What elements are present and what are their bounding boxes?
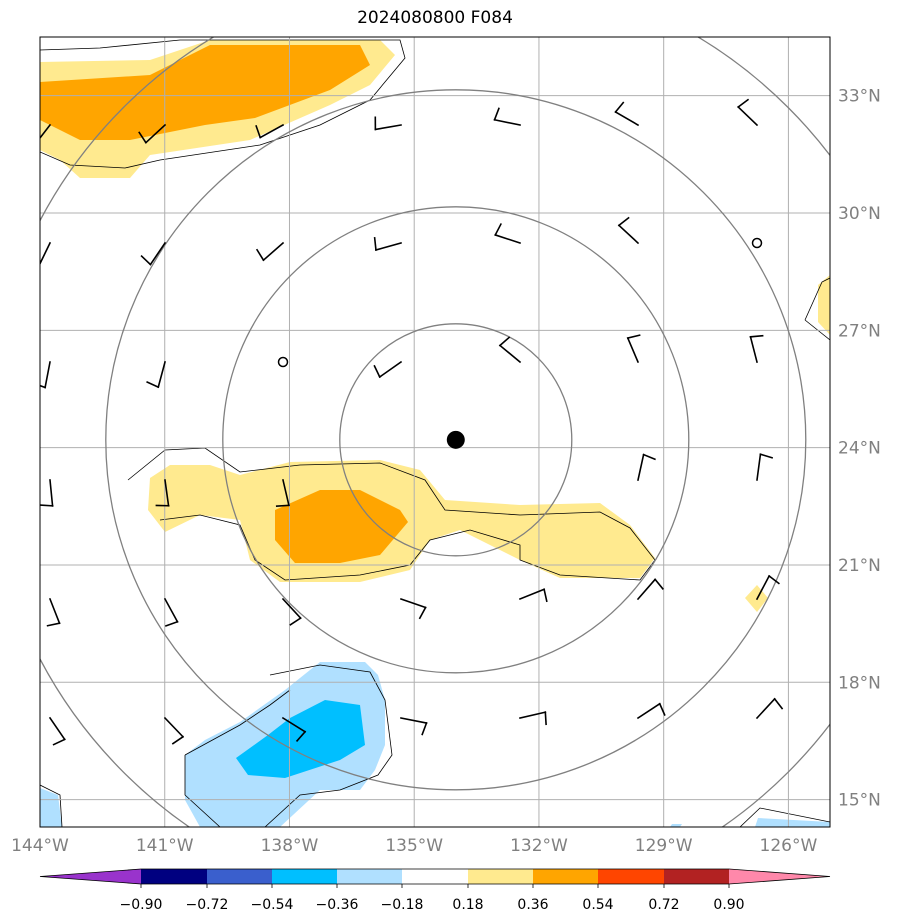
storm-center-marker	[446, 430, 465, 449]
wind-barb	[374, 116, 402, 131]
wind-barb	[737, 98, 759, 127]
longitude-label: 135°W	[385, 836, 443, 856]
colorbar-tick-label: −0.18	[381, 897, 424, 913]
positive-anomaly-east	[818, 275, 830, 335]
colorbar-segment	[598, 869, 664, 884]
wind-barb	[48, 716, 66, 746]
colorbar-segment	[402, 869, 468, 884]
wind-barb	[281, 716, 307, 742]
wind-barb	[399, 597, 427, 620]
negative-anomaly-sw	[40, 788, 62, 827]
wind-barb	[637, 453, 656, 481]
colorbar-segment	[468, 869, 533, 884]
wind-barb	[617, 216, 640, 245]
wind-barb	[373, 360, 403, 379]
positive-anomaly-strong	[40, 45, 370, 140]
longitude-label: 129°W	[635, 836, 693, 856]
wind-barb	[373, 236, 402, 251]
negative-anomaly-se	[755, 818, 830, 827]
colorbar-tick-label: 0.72	[648, 897, 679, 913]
wind-barb	[46, 597, 61, 627]
latitude-label: 30°N	[838, 204, 881, 224]
wind-barb	[755, 697, 784, 720]
wind-barb	[163, 597, 179, 627]
longitude-label: 144°W	[11, 836, 69, 856]
colorbar-tick-label: −0.54	[251, 897, 294, 913]
wind-barb	[40, 241, 52, 266]
wind-barb	[494, 223, 522, 245]
radius-ring	[222, 206, 690, 674]
colorbar-tick-label: −0.36	[316, 897, 359, 913]
wind-barb	[155, 479, 170, 507]
colorbar-tick-label: −0.90	[120, 897, 163, 913]
wind-barb	[614, 101, 640, 127]
colorbar-extend-high	[729, 869, 830, 884]
wind-barb	[400, 717, 428, 736]
wind-barb	[138, 123, 167, 144]
colorbar-tick-label: 0.18	[452, 897, 483, 913]
longitude-label: 138°W	[261, 836, 319, 856]
wind-barb	[751, 237, 763, 249]
radius-ring	[105, 89, 807, 791]
colorbar-segment	[533, 869, 598, 884]
latitude-label: 24°N	[838, 439, 881, 459]
wind-barb	[498, 336, 522, 364]
map-frame	[39, 36, 831, 828]
colorbar-tick-label: −0.72	[186, 897, 229, 913]
wind-barb	[281, 597, 302, 626]
wind-barb	[146, 361, 166, 389]
wind-barb	[518, 588, 548, 603]
wind-barb	[40, 123, 52, 140]
wind-barb	[493, 107, 521, 126]
radius-ring	[339, 323, 573, 557]
wind-barb	[140, 241, 167, 266]
colorbar-segment	[664, 869, 729, 884]
colorbar-segment	[141, 869, 207, 884]
wind-barb	[756, 453, 774, 481]
colorbar-extend-low	[40, 869, 141, 884]
wind-barb	[277, 356, 289, 368]
wind-barb	[275, 479, 290, 507]
wind-barb	[636, 702, 666, 720]
wind-barb	[163, 716, 185, 745]
wind-barb	[40, 361, 51, 389]
latitude-label: 18°N	[838, 673, 881, 693]
wind-barb	[755, 574, 780, 601]
latitude-labels: 15°N 18°N 21°N 24°N 27°N 30°N 33°N	[838, 87, 881, 811]
longitude-label: 132°W	[510, 836, 568, 856]
map-gridlines	[40, 37, 830, 827]
positive-anomaly-core	[275, 490, 408, 563]
colorbar-segment	[337, 869, 402, 884]
wind-barb	[636, 578, 664, 601]
wind-barb	[519, 711, 547, 726]
colorbar-segment	[272, 869, 337, 884]
negative-anomaly-se-small	[670, 824, 682, 827]
map-title: 2024080800 F084	[357, 8, 513, 28]
wind-barb	[626, 334, 641, 364]
wind-barb	[749, 334, 764, 363]
latitude-label: 33°N	[838, 87, 881, 107]
latitude-label: 21°N	[838, 556, 881, 576]
colorbar-tick-label: 0.54	[582, 897, 613, 913]
wind-barbs	[40, 98, 784, 746]
colorbar-segment	[207, 869, 272, 884]
colorbar-tick-label: 0.36	[517, 897, 548, 913]
shaded-anomaly-regions	[40, 40, 830, 827]
wind-barb	[255, 123, 285, 139]
colorbar: −0.90 −0.72 −0.54 −0.36 −0.18 0.18 0.36 0.54 0.7…	[39, 868, 831, 913]
longitude-label: 141°W	[136, 836, 194, 856]
negative-anomaly-strong	[236, 700, 365, 778]
outline-contours	[40, 39, 830, 827]
colorbar-tick-label: 0.90	[713, 897, 744, 913]
longitude-labels: 144°W 141°W 138°W 135°W 132°W 129°W 126°W	[11, 836, 817, 856]
latitude-label: 15°N	[838, 791, 881, 811]
latitude-label: 27°N	[838, 321, 881, 341]
wind-barb	[40, 479, 54, 507]
wind-barb	[255, 241, 285, 262]
longitude-label: 126°W	[760, 836, 818, 856]
